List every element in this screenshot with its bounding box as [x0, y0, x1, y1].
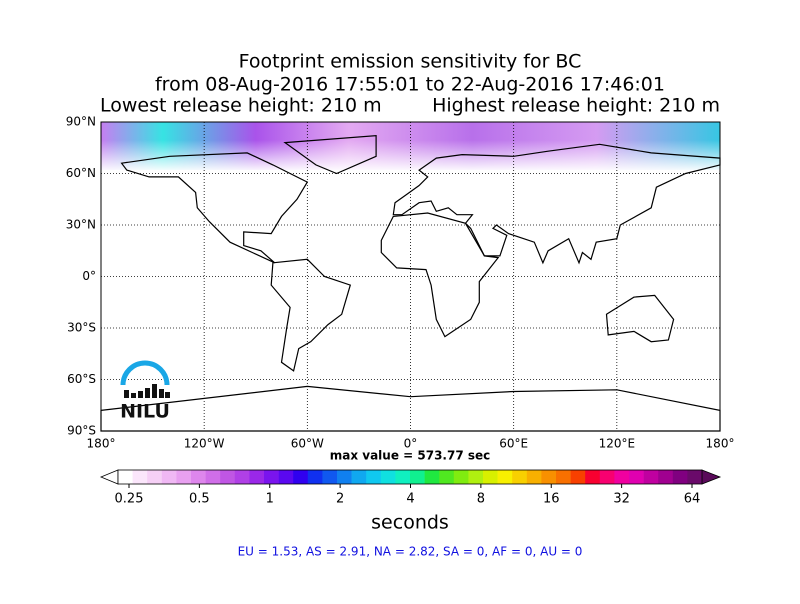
lon-label: 120°E [599, 437, 636, 451]
logo-bar [131, 393, 136, 398]
colorbar-segment [220, 470, 236, 484]
colorbar-segment [176, 470, 192, 484]
lat-label: 30°N [66, 218, 96, 232]
subtitle: from 08-Aug-2016 17:55:01 to 22-Aug-2016… [155, 74, 665, 96]
colorbar-segment [570, 470, 586, 484]
lowest-height: Lowest release height: 210 m [100, 95, 382, 117]
region-stats: EU = 1.53, AS = 2.91, NA = 2.82, SA = 0,… [238, 545, 583, 559]
colorbar-segment [556, 470, 571, 484]
logo-bar [152, 384, 157, 398]
colorbar-tick-label: 1 [266, 492, 274, 507]
lon-label: 180° [87, 437, 116, 451]
colorbar-tick-label: 4 [406, 492, 414, 507]
title: Footprint emission sensitivity for BC [239, 51, 582, 73]
colorbar-segment [191, 470, 206, 484]
lat-label: 60°N [66, 166, 96, 180]
colorbar-segment [541, 470, 557, 484]
colorbar-segment [453, 470, 469, 484]
colorbar-segment [118, 470, 133, 484]
colorbar-segment [264, 470, 279, 484]
coastline [270, 258, 352, 372]
coastline [283, 135, 377, 175]
colorbar-segment [395, 470, 411, 484]
logo-bar [124, 390, 129, 398]
colorbar-segment [585, 470, 601, 484]
colorbar-segment [278, 470, 294, 484]
colorbar-label: seconds [371, 512, 449, 534]
colorbar: 0.25 0.5 1 2 4 8 16 32 64 [99, 469, 722, 507]
colorbar-segment [307, 470, 323, 484]
coastline [392, 143, 721, 265]
extend-low [99, 469, 119, 485]
lon-label: 60°W [291, 437, 324, 451]
logo-arc [120, 360, 170, 386]
map-frame [100, 121, 721, 432]
lat-label: 30°S [67, 321, 96, 335]
max-value: max value = 573.77 sec [330, 449, 491, 463]
colorbar-tick-label: 0.25 [115, 492, 144, 507]
colorbar-segment [351, 470, 367, 484]
lon-label: 60°E [499, 437, 528, 451]
colorbar-segment [161, 470, 177, 484]
lon-label: 0° [404, 437, 418, 451]
colorbar-segment [526, 470, 542, 484]
logo: NILU [120, 401, 170, 423]
colorbar-segment [249, 470, 265, 484]
extend-high [701, 469, 722, 485]
colorbar-segment [468, 470, 484, 484]
colorbar-segment [132, 470, 148, 484]
colorbar-segment [337, 470, 352, 484]
lat-label: 90°N [66, 115, 96, 129]
colorbar-segment [439, 470, 455, 484]
logo-bar [159, 389, 164, 398]
lat-label: 0° [82, 269, 96, 283]
colorbar-segment [658, 470, 674, 484]
coastline [380, 212, 500, 338]
colorbar-segment [147, 470, 163, 484]
lon-label: 120°W [184, 437, 225, 451]
highest-height: Highest release height: 210 m [432, 95, 720, 117]
coastline [120, 152, 309, 264]
colorbar-segment [205, 470, 221, 484]
colorbar-tick-label: 2 [336, 492, 344, 507]
lat-label: 90°S [67, 424, 96, 438]
lat-label: 60°S [67, 372, 96, 386]
map [100, 121, 721, 432]
colorbar-segment [629, 470, 644, 484]
colorbar-segment [483, 470, 498, 484]
colorbar-segment [599, 470, 615, 484]
logo-bar [145, 388, 150, 398]
logo-bar [138, 391, 143, 398]
colorbar-segment [424, 470, 440, 484]
colorbar-segment [234, 470, 250, 484]
lon-label: 180° [706, 437, 735, 451]
logo-bar [165, 392, 170, 398]
colorbar-segment [410, 470, 425, 484]
colorbar-segment [366, 470, 382, 484]
colorbar-segment [322, 470, 338, 484]
colorbar-segment [380, 470, 396, 484]
colorbar-segment [614, 470, 630, 484]
coastline [605, 294, 675, 343]
colorbar-tick-label: 0.5 [189, 492, 210, 507]
colorbar-tick-label: 32 [613, 492, 630, 507]
colorbar-segment [512, 470, 528, 484]
colorbar-segment [497, 470, 513, 484]
colorbar-segment [672, 470, 688, 484]
colorbar-tick-label: 8 [477, 492, 485, 507]
colorbar-segment [687, 470, 703, 484]
colorbar-segment [293, 470, 309, 484]
colorbar-tick-label: 64 [684, 492, 701, 507]
colorbar-segment [643, 470, 659, 484]
colorbar-tick-label: 16 [543, 492, 560, 507]
